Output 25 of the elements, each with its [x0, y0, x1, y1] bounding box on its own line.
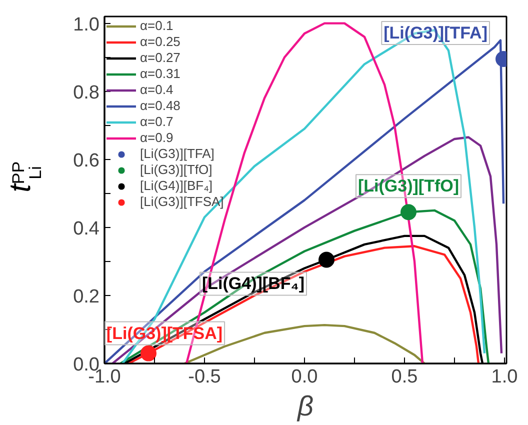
legend-label: α=0.25	[140, 34, 180, 49]
legend-label: α=0.4	[140, 82, 174, 97]
x-tick-label: -0.5	[188, 366, 221, 388]
y-tick-label: 0.6	[73, 150, 100, 172]
y-tick-label: 0.4	[73, 218, 100, 240]
x-tick-label: 1.0	[491, 366, 518, 388]
legend-label: α=0.48	[140, 98, 180, 113]
y-tick-label: 1.0	[73, 14, 100, 36]
legend-label: α=0.7	[140, 114, 174, 129]
y-tick-label: 0.8	[73, 82, 100, 104]
legend-label: [Li(G3)][TFA]	[140, 146, 214, 161]
y-tick-label: 0.2	[73, 286, 100, 308]
legend-label: [Li(G4)][BF₄]	[140, 178, 212, 193]
x-tick-label: 0.0	[291, 366, 318, 388]
x-axis-title: β	[296, 390, 314, 422]
y-axis-title: tPPLi	[4, 161, 45, 192]
point	[400, 204, 416, 220]
legend-label: [Li(G3)][TfO]	[140, 162, 212, 177]
legend-label: α=0.31	[140, 66, 180, 81]
point	[318, 252, 334, 268]
point	[140, 345, 156, 362]
legend-label: α=0.9	[140, 130, 174, 145]
legend-label: α=0.1	[140, 18, 174, 33]
x-tick-label: 0.5	[391, 366, 418, 388]
legend-label: α=0.27	[140, 50, 180, 65]
